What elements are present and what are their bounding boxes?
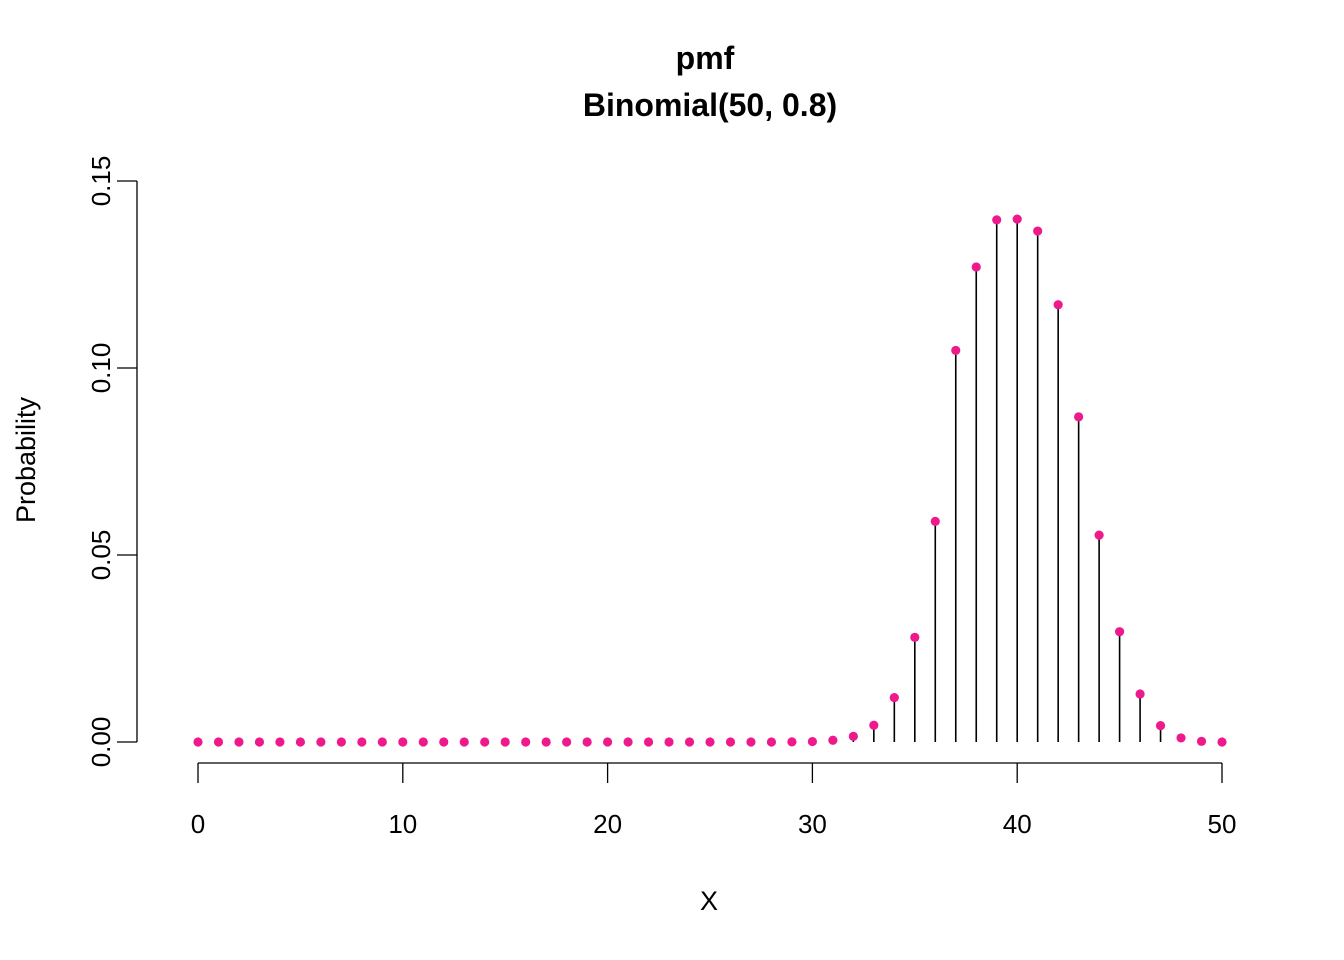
x-tick-label-3: 30 bbox=[798, 809, 827, 839]
x-tick-label-1: 10 bbox=[388, 809, 417, 839]
point-13 bbox=[459, 737, 469, 747]
point-48 bbox=[1176, 733, 1186, 743]
point-3 bbox=[254, 737, 265, 747]
x-tick-label-4: 40 bbox=[1003, 809, 1032, 839]
point-15 bbox=[500, 737, 510, 747]
y-axis: 0.00 0.05 0.10 0.15 bbox=[86, 156, 138, 768]
point-11 bbox=[418, 737, 428, 747]
point-43 bbox=[1074, 412, 1084, 422]
point-40 bbox=[1012, 214, 1022, 224]
point-12 bbox=[439, 737, 449, 747]
point-0 bbox=[193, 737, 203, 747]
x-tick-label-2: 20 bbox=[593, 809, 622, 839]
x-tick-label-0: 0 bbox=[191, 809, 205, 839]
point-36 bbox=[930, 516, 940, 526]
point-37 bbox=[951, 345, 961, 356]
point-23 bbox=[664, 737, 674, 747]
y-tick-label-3: 0.15 bbox=[86, 156, 116, 207]
chart-subtitle: Binomial(50, 0.8) bbox=[583, 87, 837, 123]
point-38 bbox=[971, 262, 981, 272]
points bbox=[193, 214, 1227, 747]
x-axis: 0 10 20 30 40 50 bbox=[191, 762, 1237, 839]
point-7 bbox=[336, 737, 346, 747]
stems bbox=[791, 219, 1223, 742]
point-24 bbox=[684, 737, 695, 747]
point-39 bbox=[992, 215, 1002, 225]
chart-title: pmf bbox=[676, 40, 735, 76]
point-34 bbox=[889, 693, 899, 703]
point-33 bbox=[869, 720, 879, 730]
point-6 bbox=[316, 737, 326, 747]
point-20 bbox=[603, 737, 613, 747]
point-9 bbox=[377, 737, 387, 747]
point-1 bbox=[213, 737, 224, 747]
point-22 bbox=[643, 737, 654, 747]
point-49 bbox=[1196, 736, 1207, 746]
point-30 bbox=[807, 736, 818, 747]
point-31 bbox=[828, 735, 838, 745]
point-28 bbox=[766, 737, 777, 747]
y-axis-label: Probability bbox=[11, 396, 41, 523]
point-42 bbox=[1053, 300, 1063, 310]
point-41 bbox=[1033, 226, 1043, 236]
point-8 bbox=[357, 737, 367, 747]
point-47 bbox=[1155, 721, 1166, 731]
y-tick-label-2: 0.10 bbox=[86, 343, 116, 394]
point-35 bbox=[910, 632, 920, 642]
point-2 bbox=[234, 737, 244, 747]
y-tick-label-1: 0.05 bbox=[86, 530, 116, 581]
point-4 bbox=[275, 737, 285, 747]
point-44 bbox=[1094, 530, 1104, 540]
point-50 bbox=[1217, 737, 1227, 747]
point-21 bbox=[623, 737, 633, 747]
point-19 bbox=[582, 737, 592, 747]
y-tick-label-0: 0.00 bbox=[86, 717, 116, 768]
point-17 bbox=[541, 737, 551, 747]
point-45 bbox=[1115, 627, 1125, 637]
point-14 bbox=[480, 737, 490, 747]
point-32 bbox=[848, 731, 858, 741]
point-16 bbox=[521, 737, 531, 747]
point-18 bbox=[562, 737, 572, 747]
point-26 bbox=[725, 737, 736, 747]
point-25 bbox=[705, 737, 715, 747]
point-46 bbox=[1135, 689, 1145, 699]
x-tick-label-5: 50 bbox=[1208, 809, 1237, 839]
point-5 bbox=[295, 737, 305, 747]
point-10 bbox=[398, 737, 408, 747]
x-axis-label: X bbox=[700, 886, 718, 916]
point-29 bbox=[787, 737, 797, 747]
point-27 bbox=[746, 737, 756, 747]
